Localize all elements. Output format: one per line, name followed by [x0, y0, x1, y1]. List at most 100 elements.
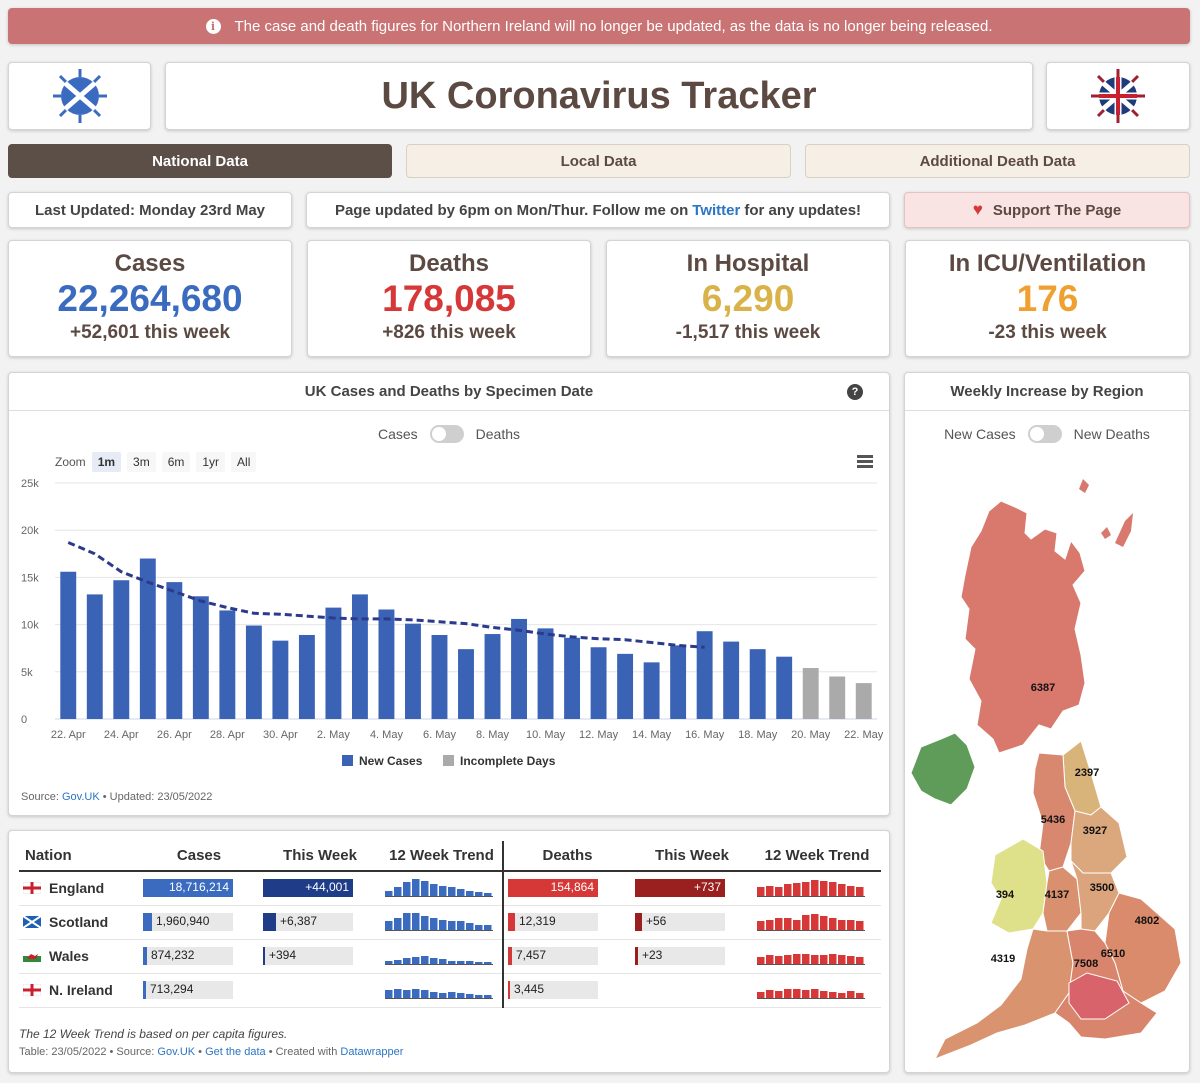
trend-bar — [856, 920, 864, 930]
credit-source-link[interactable]: Gov.UK — [157, 1046, 196, 1058]
trend-bar — [385, 890, 393, 896]
last-updated: Last Updated: Monday 23rd May — [8, 192, 292, 228]
rolling-average-line — [67, 541, 705, 649]
region-south-west[interactable] — [933, 928, 1074, 1060]
trend-bar — [466, 890, 474, 896]
twitter-link[interactable]: Twitter — [692, 201, 741, 219]
trend-bar — [430, 883, 438, 896]
region-panel: Weekly Increase by Region New Cases New … — [904, 372, 1190, 1073]
region-label: 394 — [996, 889, 1015, 901]
tab-national-data[interactable]: National Data — [8, 144, 392, 178]
chart-bar — [139, 558, 156, 719]
trend-bar — [838, 883, 846, 896]
region-london[interactable] — [1068, 972, 1130, 1020]
y-tick-label: 25k — [21, 478, 39, 490]
support-button[interactable]: ♥ Support The Page — [904, 192, 1190, 228]
notice-text: The case and death figures for Northern … — [234, 17, 993, 35]
trend-bar — [421, 989, 429, 998]
table-footnote: The 12 Week Trend is based on per capita… — [19, 1027, 288, 1041]
chart-bar — [802, 668, 819, 719]
cases_week-bar-fill — [263, 879, 353, 898]
col-nation: Nation — [19, 841, 139, 872]
deaths_week-bar: +56 — [635, 913, 725, 931]
page-title: UK Coronavirus Tracker — [165, 62, 1033, 130]
trend-bar — [394, 959, 402, 964]
cases-value: 18,716,214 — [168, 880, 229, 895]
cases-deaths-region-toggle[interactable] — [1027, 425, 1062, 443]
stat-hospital: In Hospital 6,290 -1,517 this week — [606, 240, 890, 357]
x-tick-label: 20. May — [791, 729, 831, 741]
nation-name: Scotland — [49, 914, 109, 930]
legend-label: New Cases — [359, 754, 423, 768]
nation-name: England — [49, 880, 105, 897]
trend-bar — [838, 919, 846, 930]
deaths-bar: 7,457 — [508, 947, 598, 965]
trend-bar — [475, 891, 483, 896]
region-wales[interactable] — [990, 838, 1048, 934]
nation-name-cell: Scotland — [23, 914, 135, 930]
trend-bar — [439, 992, 447, 998]
region-northern-ireland[interactable] — [910, 732, 976, 806]
chart-bar — [86, 594, 103, 719]
nation-name: N. Ireland — [49, 982, 113, 998]
trend-bar — [802, 881, 810, 896]
trend-bar — [793, 882, 801, 896]
cases-bar: 1,960,940 — [143, 913, 233, 931]
region-yorkshire[interactable] — [1070, 806, 1128, 874]
trend-bar — [403, 912, 411, 930]
region-toggle-row: New Cases New Deaths — [905, 425, 1189, 443]
zoom-all-button[interactable]: All — [231, 452, 257, 472]
y-tick-label: 10k — [21, 620, 39, 632]
get-data-link[interactable]: Get the data — [205, 1046, 266, 1058]
trend-bar — [448, 920, 456, 930]
region-scotland[interactable] — [960, 500, 1086, 754]
col-cases-week: This Week — [259, 841, 381, 872]
cases-bar: 713,294 — [143, 981, 233, 999]
tab-additional-death-data[interactable]: Additional Death Data — [805, 144, 1190, 178]
trend-bar — [430, 917, 438, 930]
trend-bar — [829, 991, 837, 998]
virus-logo-left[interactable] — [8, 62, 151, 130]
stat-change: +826 this week — [382, 322, 516, 343]
chart-bar — [219, 610, 236, 719]
zoom-1yr-button[interactable]: 1yr — [196, 452, 226, 472]
trend-bar — [820, 880, 828, 896]
x-tick-label: 22. Apr — [51, 729, 86, 741]
scotland-flag-icon — [23, 916, 41, 928]
cases_week-value: +6,387 — [280, 914, 318, 928]
virus-logo-right[interactable] — [1046, 62, 1190, 130]
trend-bar — [775, 886, 783, 896]
deaths_week-bar: +737 — [635, 879, 725, 898]
source-label: Source: — [21, 791, 59, 803]
region-label: 6510 — [1101, 948, 1125, 960]
datawrapper-link[interactable]: Datawrapper — [340, 1046, 404, 1058]
stat-value: 6,290 — [701, 278, 795, 319]
cases-bar: 18,716,214 — [143, 879, 233, 898]
deaths-trend-sparkbars — [757, 953, 865, 965]
source-link[interactable]: Gov.UK — [61, 791, 100, 803]
trend-bar — [457, 992, 465, 998]
trend-bar — [820, 990, 828, 998]
cases-bar-fill — [143, 913, 152, 931]
trend-bar — [811, 988, 819, 998]
tab-local-data[interactable]: Local Data — [406, 144, 791, 178]
update-note-text: Page updated by 6pm on Mon/Thur. Follow … — [334, 201, 689, 219]
cases-deaths-toggle[interactable] — [429, 425, 464, 443]
info-icon: i — [205, 18, 221, 34]
help-icon[interactable]: ? — [847, 384, 863, 400]
chart-bar — [325, 607, 342, 719]
chart-bar — [272, 640, 289, 719]
region-east-midlands[interactable] — [1070, 860, 1120, 932]
trend-bar — [439, 958, 447, 964]
cases_week-bar: +44,001 — [263, 879, 353, 898]
trend-bar — [820, 915, 828, 930]
zoom-1m-button[interactable]: 1m — [91, 452, 122, 472]
zoom-controls: Zoom 1m 3m 6m 1yr All — [55, 452, 257, 472]
chart-menu-icon[interactable] — [857, 455, 873, 468]
zoom-6m-button[interactable]: 6m — [161, 452, 191, 472]
chart-source: Source: Gov.UK • Updated: 23/05/2022 — [21, 791, 212, 803]
region-label: 6387 — [1031, 682, 1055, 694]
chart-bar — [351, 594, 368, 719]
stat-deaths: Deaths 178,085 +826 this week — [307, 240, 591, 357]
zoom-3m-button[interactable]: 3m — [127, 452, 156, 472]
